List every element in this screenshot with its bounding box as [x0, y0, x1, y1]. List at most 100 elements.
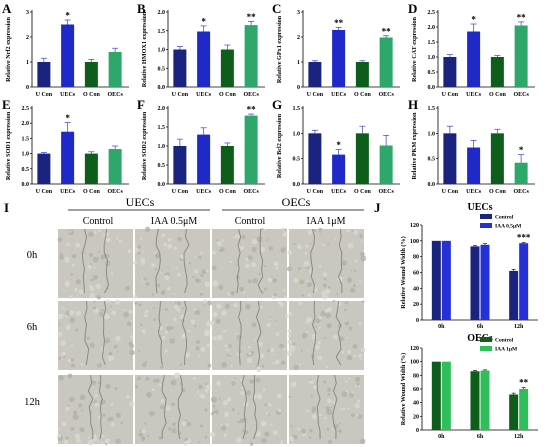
cell-texture	[171, 402, 175, 406]
cell-texture	[80, 395, 86, 401]
cell-texture	[207, 364, 211, 368]
cell-texture	[297, 428, 300, 431]
cell-texture	[198, 356, 200, 358]
x-tick-label: UECs	[331, 92, 347, 98]
cell-texture	[101, 309, 104, 312]
cell-texture	[325, 312, 331, 318]
cell-texture	[105, 443, 107, 445]
cell-texture	[200, 251, 203, 254]
cell-texture	[273, 293, 276, 296]
cell-texture	[346, 390, 348, 392]
cell-texture	[354, 403, 359, 408]
cell-texture	[171, 380, 177, 386]
cell-texture	[241, 235, 245, 239]
cell-texture	[144, 422, 147, 425]
micrograph-image	[287, 300, 366, 370]
cell-texture	[191, 320, 195, 324]
cell-texture	[228, 355, 230, 357]
cell-texture	[57, 332, 62, 337]
x-tick-label: O Con	[219, 189, 237, 195]
cell-texture	[323, 278, 326, 281]
cell-texture	[129, 350, 135, 356]
cell-texture	[110, 403, 113, 406]
cell-texture	[318, 356, 323, 361]
y-tick-label: 2.0	[158, 10, 166, 16]
y-tick-label: 0.5	[158, 163, 166, 169]
cell-texture	[68, 230, 74, 236]
cell-texture	[200, 347, 205, 352]
legend-label: IAA 1μM	[495, 347, 518, 353]
x-tick-label: OECs	[243, 189, 259, 195]
cell-texture	[287, 340, 291, 344]
legend-swatch	[480, 214, 492, 219]
cell-texture	[256, 367, 261, 372]
cell-texture	[235, 234, 240, 239]
cell-texture	[111, 306, 113, 308]
bar-o-con	[491, 133, 504, 184]
cell-texture	[273, 362, 275, 364]
cell-texture	[222, 239, 225, 242]
cell-texture	[153, 318, 156, 321]
cell-texture	[245, 304, 251, 310]
bar-o-con	[85, 154, 98, 184]
legend-label: IAA 0.5μM	[495, 224, 522, 230]
panel-label-e: E	[2, 97, 11, 112]
cell-texture	[259, 273, 261, 275]
cell-texture	[268, 403, 271, 406]
micrograph-image	[210, 375, 287, 446]
cell-texture	[290, 425, 292, 427]
cell-texture	[182, 421, 187, 426]
significance-marker: *	[519, 145, 524, 155]
cell-texture	[278, 409, 282, 413]
cell-texture	[58, 314, 64, 320]
cell-texture	[164, 248, 166, 250]
cell-texture	[161, 335, 165, 339]
cell-texture	[142, 251, 144, 253]
y-tick-label: 2.0	[428, 25, 436, 31]
column-header-iaa-u: IAA 0.5μM	[151, 216, 198, 227]
cell-texture	[212, 266, 217, 271]
cell-texture	[265, 412, 268, 415]
cell-texture	[297, 245, 302, 250]
cell-texture	[223, 433, 227, 437]
cell-texture	[64, 440, 69, 445]
panel-label-f: F	[137, 97, 145, 112]
cell-texture	[211, 397, 217, 403]
cell-texture	[140, 258, 145, 263]
panel-label-j: J	[374, 200, 381, 215]
significance-marker: *	[65, 11, 70, 21]
cell-texture	[223, 330, 226, 333]
cell-texture	[137, 252, 140, 255]
cell-texture	[167, 266, 169, 268]
cell-texture	[293, 243, 295, 245]
cell-texture	[152, 293, 155, 296]
cell-texture	[273, 430, 278, 435]
cell-texture	[308, 294, 312, 298]
y-tick-label: 0.0	[158, 85, 166, 91]
cell-texture	[115, 336, 121, 342]
bar-uecs	[332, 155, 345, 184]
cell-texture	[97, 441, 99, 443]
bar-o-con	[85, 62, 98, 87]
cell-texture	[101, 441, 103, 443]
y-tick-label: 60	[413, 271, 419, 277]
cell-texture	[263, 388, 266, 391]
y-tick-label: 1.0	[22, 152, 30, 158]
cell-texture	[105, 384, 110, 389]
group-header-uecs: UECs	[126, 195, 155, 209]
cell-texture	[90, 293, 95, 298]
cell-texture	[216, 381, 221, 386]
cell-texture	[281, 361, 285, 365]
cell-texture	[336, 293, 338, 295]
cell-texture	[245, 264, 250, 269]
y-tick-label: 40	[413, 401, 419, 407]
column-header-control-o: Control	[235, 216, 266, 227]
x-tick-label: UECs	[196, 92, 212, 98]
x-tick-label: UECs	[466, 92, 482, 98]
cell-texture	[292, 442, 294, 444]
cell-texture	[142, 362, 147, 367]
cell-texture	[70, 231, 72, 233]
y-tick-label: 1.0	[293, 131, 301, 137]
cell-texture	[288, 312, 292, 316]
